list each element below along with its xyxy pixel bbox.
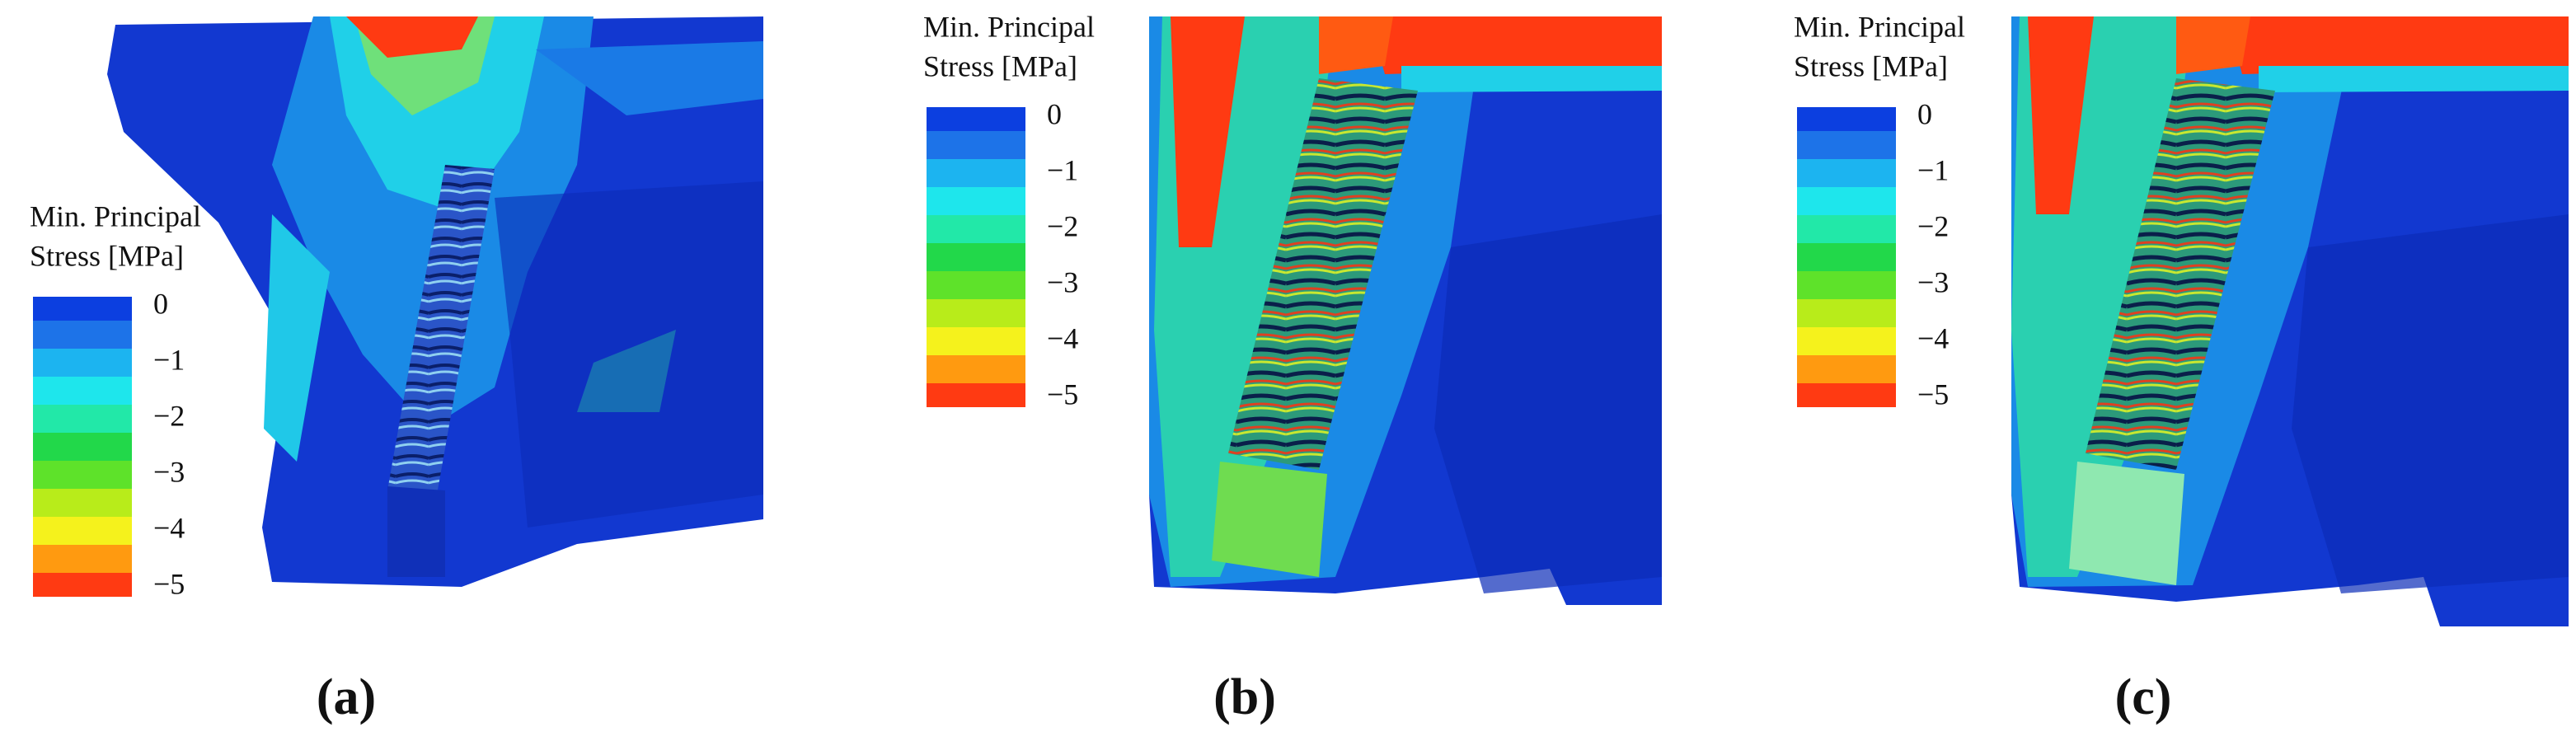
tick-label: −1 (1047, 153, 1078, 186)
tick-label: −2 (153, 399, 185, 432)
tick-label: −3 (1047, 265, 1078, 298)
tick-label: −4 (1917, 321, 1949, 354)
color-band (33, 405, 132, 433)
tick-label: −2 (1917, 209, 1949, 242)
tick-label: −1 (1917, 153, 1949, 186)
tick-label: −4 (153, 511, 185, 544)
color-band (927, 243, 1025, 271)
caption: (b) (1213, 669, 1276, 725)
color-band (33, 349, 132, 377)
color-band (927, 107, 1025, 131)
tick-label: −1 (153, 343, 185, 376)
color-band (927, 383, 1025, 407)
tick-label: −5 (153, 567, 185, 600)
color-band (33, 297, 132, 321)
tick-label: 0 (1917, 97, 1932, 130)
tick-label: −5 (1917, 378, 1949, 410)
legend-title: Min. Principal (1794, 10, 1965, 43)
color-band (927, 131, 1025, 159)
color-band (1797, 159, 1896, 187)
legend-title: Stress [MPa] (1794, 49, 1948, 82)
color-band (1797, 107, 1896, 131)
legend-title: Stress [MPa] (923, 49, 1077, 82)
color-band (33, 573, 132, 597)
color-band (927, 299, 1025, 327)
legend-title: Min. Principal (923, 10, 1095, 43)
tick-label: −3 (153, 455, 185, 488)
caption: (c) (2115, 669, 2172, 725)
color-band (1797, 355, 1896, 383)
color-band (1797, 327, 1896, 355)
caption: (a) (317, 669, 376, 725)
color-band (927, 159, 1025, 187)
color-band (33, 433, 132, 461)
color-band (1797, 187, 1896, 215)
render-a (107, 16, 763, 587)
color-band (927, 327, 1025, 355)
color-band (33, 321, 132, 349)
color-band (33, 461, 132, 489)
color-band (1797, 243, 1896, 271)
color-band (33, 489, 132, 517)
color-band (33, 517, 132, 545)
color-band (33, 545, 132, 573)
color-band (927, 187, 1025, 215)
tick-label: 0 (1047, 97, 1062, 130)
color-band (1797, 299, 1896, 327)
color-band (927, 355, 1025, 383)
legend-title: Min. Principal (30, 199, 201, 232)
tick-label: 0 (153, 287, 168, 320)
color-band (927, 271, 1025, 299)
tick-label: −5 (1047, 378, 1078, 410)
color-band (1797, 271, 1896, 299)
legend-title: Stress [MPa] (30, 239, 184, 272)
tick-label: −3 (1917, 265, 1949, 298)
color-band (1797, 131, 1896, 159)
color-band (927, 215, 1025, 243)
tick-label: −2 (1047, 209, 1078, 242)
color-band (33, 377, 132, 405)
render-b (1149, 16, 1662, 605)
render-c (2011, 16, 2569, 626)
color-band (1797, 383, 1896, 407)
color-band (1797, 215, 1896, 243)
tick-label: −4 (1047, 321, 1078, 354)
